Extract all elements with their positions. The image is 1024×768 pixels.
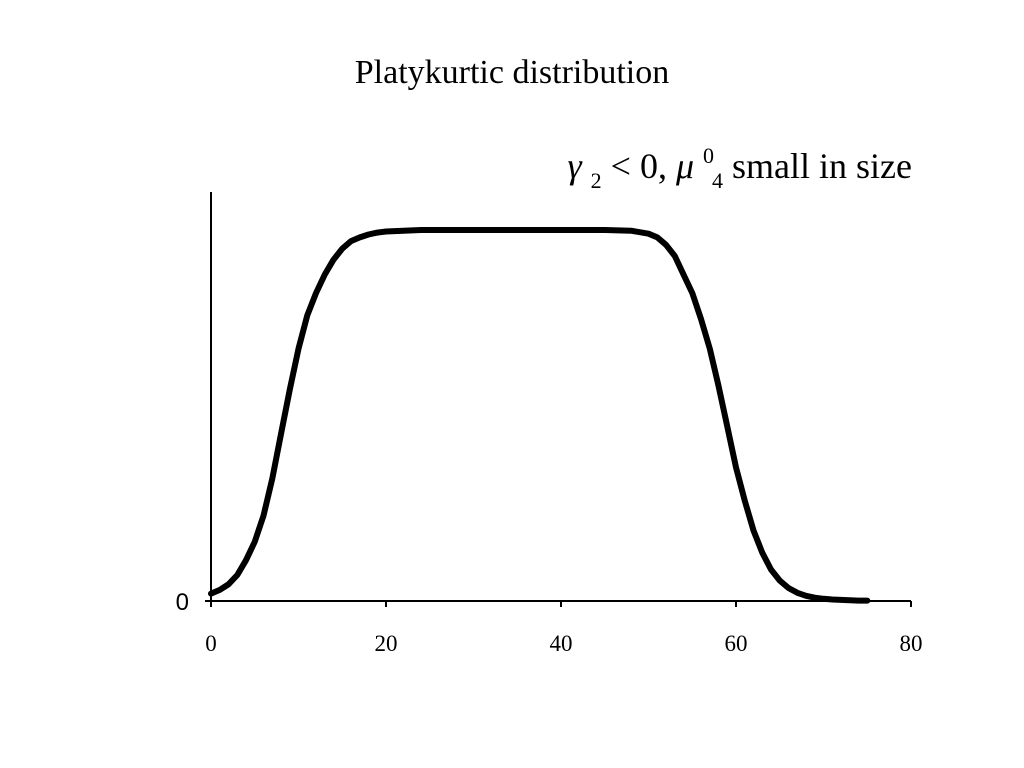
x-ticks	[210, 601, 912, 607]
x-tick-label: 0	[205, 631, 217, 656]
annotation-relation: < 0,	[611, 146, 676, 186]
annotation-gamma-symbol: γ	[567, 146, 582, 186]
annotation-gamma-subscript: 2	[591, 168, 602, 193]
annotation-mu-superscript: 0	[703, 143, 714, 168]
annotation-trailing-text: small in size	[732, 146, 912, 186]
x-tick-label: 60	[725, 631, 748, 656]
annotation-mu-symbol: μ	[675, 146, 694, 186]
x-tick-label: 20	[375, 631, 398, 656]
x-tick-label: 40	[550, 631, 573, 656]
chart-annotation: γ 2 < 0, μ 0 4 small in size	[567, 131, 912, 196]
annotation-mu-subscript: 4	[712, 168, 723, 193]
chart-title: Platykurtic distribution	[355, 54, 669, 91]
distribution-curve	[208, 227, 871, 604]
x-tick-label: 80	[900, 631, 923, 656]
y-tick-label: 0	[176, 589, 189, 616]
x-tick-labels: 0 20 40 60 80	[205, 631, 922, 656]
